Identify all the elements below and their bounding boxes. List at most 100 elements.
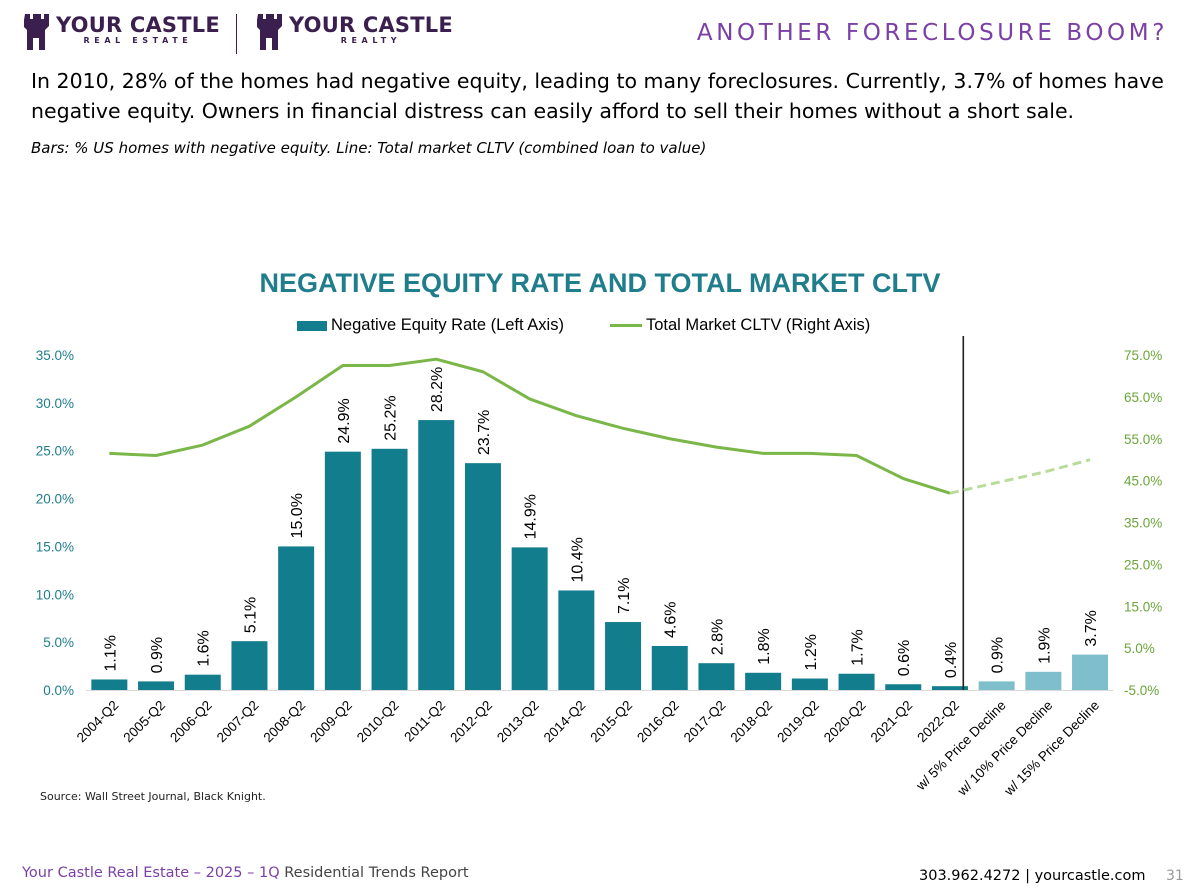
left-axis-tick-label: 15.0% bbox=[36, 539, 74, 554]
cltv-line bbox=[109, 357, 951, 495]
x-axis-category-label: 2019-Q2 bbox=[774, 698, 822, 746]
x-axis-category-label: 2006-Q2 bbox=[167, 698, 215, 746]
bar-value-label: 3.7% bbox=[1083, 610, 1100, 646]
bar-value-label: 7.1% bbox=[616, 578, 633, 614]
bar bbox=[838, 673, 875, 690]
bar-value-label: 0.9% bbox=[149, 637, 166, 673]
bar bbox=[698, 663, 735, 690]
right-axis-tick-label: -5.0% bbox=[1124, 683, 1159, 698]
bar bbox=[371, 448, 408, 690]
bar-value-label: 28.2% bbox=[429, 367, 446, 412]
bar-value-label: 1.8% bbox=[756, 628, 773, 664]
x-axis-category-label: 2005-Q2 bbox=[120, 698, 168, 746]
bar bbox=[978, 681, 1015, 690]
x-axis-category-label: w/ 15% Price Decline bbox=[1001, 698, 1103, 800]
bar bbox=[931, 686, 968, 690]
castle-icon bbox=[24, 14, 49, 50]
bar-value-label: 1.2% bbox=[803, 634, 820, 670]
logo-divider bbox=[236, 14, 237, 54]
bar-value-label: 1.6% bbox=[196, 630, 213, 666]
x-axis-category-label: 2011-Q2 bbox=[401, 698, 448, 745]
legend-swatch-line bbox=[609, 324, 642, 327]
x-axis-category-label: 2004-Q2 bbox=[74, 698, 122, 746]
bar bbox=[231, 641, 268, 690]
right-axis-tick-label: 45.0% bbox=[1124, 474, 1162, 489]
left-axis-tick-label: 30.0% bbox=[36, 396, 74, 411]
legend-label-negative-equity: Negative Equity Rate (Left Axis) bbox=[331, 316, 564, 334]
chart-description: Bars: % US homes with negative equity. L… bbox=[31, 139, 707, 157]
bar bbox=[558, 590, 595, 690]
logo-name: YOUR CASTLE bbox=[289, 13, 453, 37]
right-axis-tick-label: 25.0% bbox=[1124, 557, 1162, 572]
bar-value-label: 1.7% bbox=[850, 629, 867, 665]
left-axis-tick-label: 5.0% bbox=[43, 635, 74, 650]
x-axis-category-label: 2009-Q2 bbox=[307, 698, 355, 746]
bar bbox=[324, 451, 361, 690]
bar bbox=[418, 420, 455, 690]
bar bbox=[464, 463, 501, 690]
x-axis-category-label: 2007-Q2 bbox=[214, 698, 262, 746]
bar bbox=[184, 674, 221, 690]
page-headline: ANOTHER FORECLOSURE BOOM? bbox=[696, 20, 1168, 46]
right-axis-tick-label: 55.0% bbox=[1124, 432, 1162, 447]
castle-icon bbox=[257, 14, 282, 50]
bar-value-label: 15.0% bbox=[289, 493, 306, 538]
bar-value-label: 25.2% bbox=[383, 395, 400, 440]
legend-label-cltv: Total Market CLTV (Right Axis) bbox=[645, 316, 871, 334]
footer-brand-text: Your Castle Real Estate – 2025 – 1Q bbox=[22, 865, 280, 881]
bar bbox=[745, 672, 782, 690]
footer-contact[interactable]: 303.962.4272 | yourcastle.com bbox=[919, 868, 1146, 884]
logo-subtitle: REALTY bbox=[340, 36, 402, 45]
bar-value-label: 1.9% bbox=[1036, 627, 1053, 663]
x-axis-category-label: w/ 5% Price Decline bbox=[913, 698, 1009, 794]
cltv-projection-line bbox=[949, 458, 1091, 495]
right-axis-tick-label: 15.0% bbox=[1124, 599, 1162, 614]
left-axis-tick-label: 0.0% bbox=[43, 683, 74, 698]
right-axis-tick-label: 75.0% bbox=[1124, 348, 1162, 363]
bar-value-label: 0.6% bbox=[896, 640, 913, 676]
bar bbox=[605, 622, 642, 690]
bar-value-label: 24.9% bbox=[336, 398, 353, 443]
bar bbox=[1072, 654, 1109, 690]
legend-swatch-bar bbox=[297, 320, 327, 331]
bar-value-label: 0.4% bbox=[943, 642, 960, 678]
bar-value-label: 5.1% bbox=[242, 597, 259, 633]
left-axis-tick-label: 10.0% bbox=[36, 587, 74, 602]
x-axis-category-label: 2020-Q2 bbox=[821, 698, 869, 746]
bar bbox=[138, 681, 175, 690]
footer-brand: Your Castle Real Estate – 2025 – 1Q Resi… bbox=[22, 865, 469, 881]
bar bbox=[885, 684, 922, 690]
bar-value-label: 1.1% bbox=[102, 635, 119, 671]
right-axis-tick-label: 65.0% bbox=[1124, 390, 1162, 405]
logo-your-castle-real-estate[interactable]: YOUR CASTLE REAL ESTATE bbox=[24, 14, 220, 52]
intro-text: In 2010, 28% of the homes had negative e… bbox=[31, 69, 1164, 123]
footer-report-text: Residential Trends Report bbox=[279, 865, 469, 881]
logo-subtitle: REAL ESTATE bbox=[83, 36, 193, 45]
x-axis-category-label: 2013-Q2 bbox=[494, 698, 542, 746]
bar-value-label: 14.9% bbox=[523, 494, 540, 539]
bar-value-label: 2.8% bbox=[709, 619, 726, 655]
bar bbox=[1025, 671, 1062, 690]
bar bbox=[651, 645, 688, 690]
bar bbox=[791, 678, 828, 690]
bar bbox=[511, 547, 548, 690]
left-axis-tick-label: 25.0% bbox=[36, 444, 74, 459]
logo-your-castle-realty[interactable]: YOUR CASTLE REALTY bbox=[257, 14, 453, 52]
x-axis-category-label: 2022-Q2 bbox=[914, 698, 962, 746]
bar-value-label: 10.4% bbox=[569, 537, 586, 582]
bar bbox=[278, 546, 315, 690]
x-axis-category-label: 2015-Q2 bbox=[587, 698, 635, 746]
x-axis-category-label: 2017-Q2 bbox=[681, 698, 729, 746]
source-note: Source: Wall Street Journal, Black Knigh… bbox=[40, 790, 266, 803]
chart-legend: Negative Equity Rate (Left Axis) Total M… bbox=[297, 316, 870, 335]
chart-title: NEGATIVE EQUITY RATE AND TOTAL MARKET CL… bbox=[259, 268, 941, 298]
bar-value-label: 23.7% bbox=[476, 410, 493, 455]
x-axis-category-label: 2016-Q2 bbox=[634, 698, 682, 746]
x-axis-category-label: 2008-Q2 bbox=[261, 698, 309, 746]
bar-value-label: 0.9% bbox=[990, 637, 1007, 673]
x-axis-category-label: 2018-Q2 bbox=[728, 698, 776, 746]
logo-name: YOUR CASTLE bbox=[56, 13, 220, 37]
bar bbox=[91, 679, 128, 690]
page-number: 31 bbox=[1166, 868, 1184, 884]
